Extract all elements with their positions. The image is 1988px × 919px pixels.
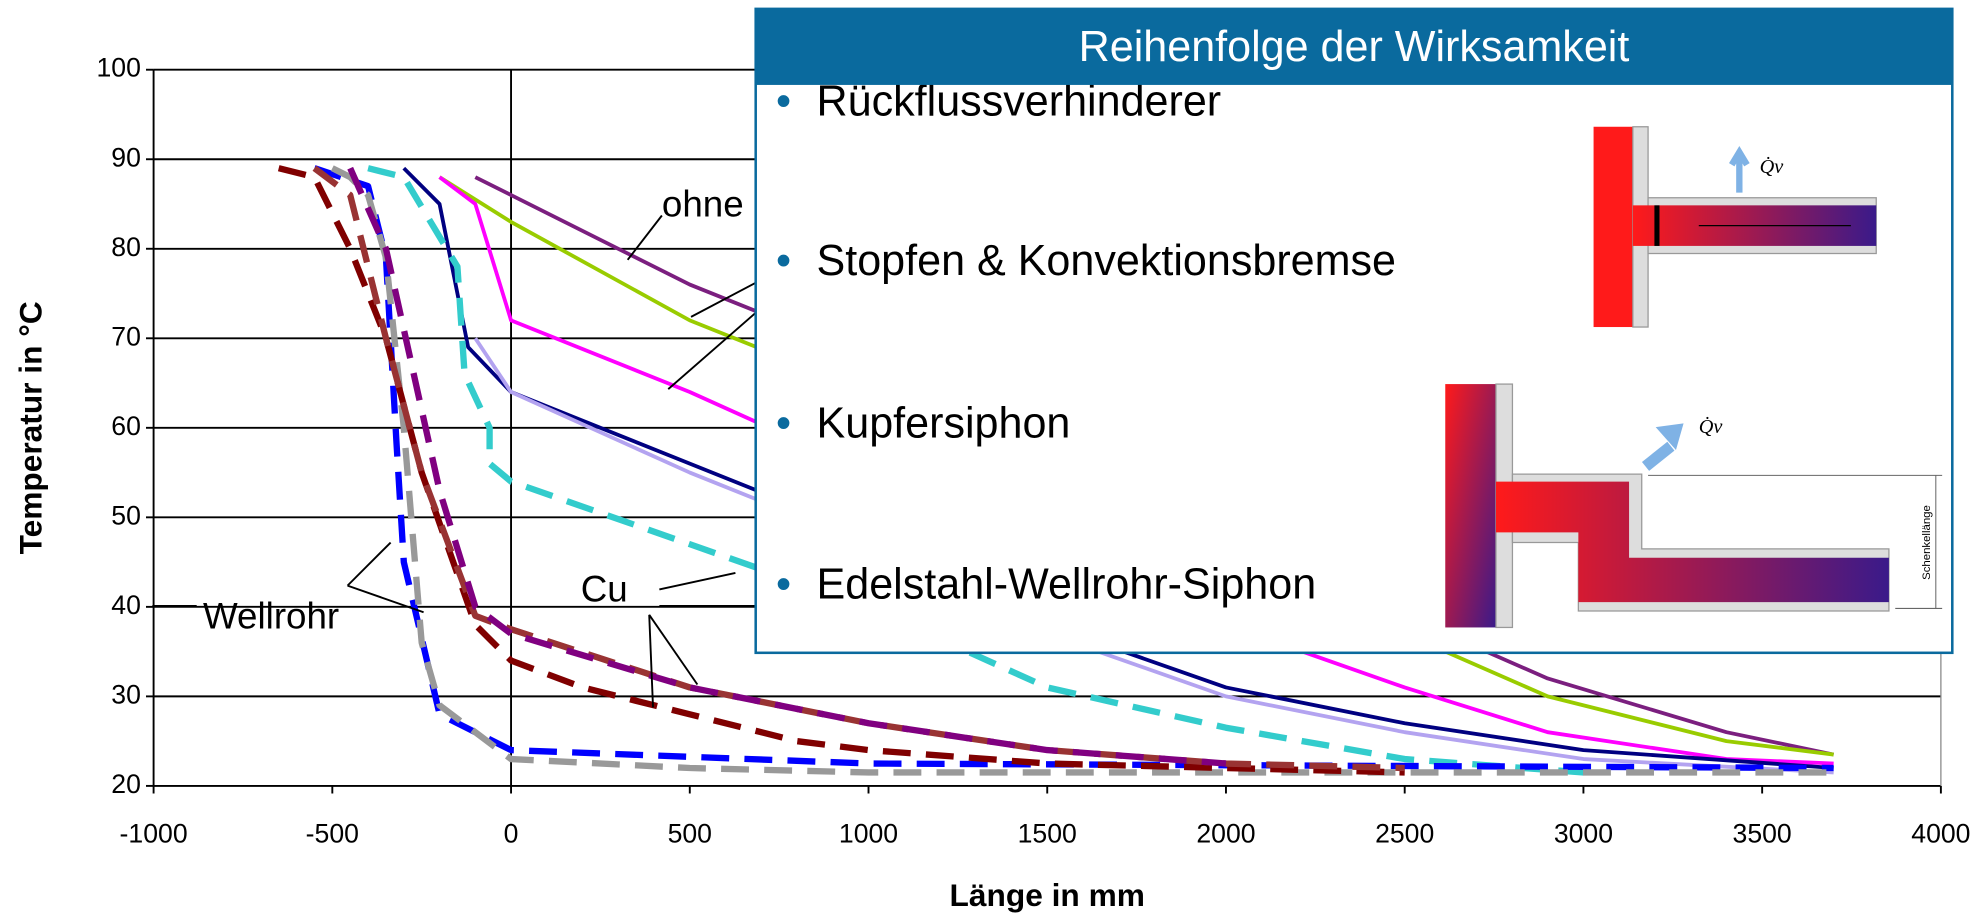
- y-tick-label: 50: [111, 500, 141, 530]
- diagram-label: Q̇v: [1699, 415, 1723, 438]
- leader: [667, 309, 759, 390]
- bullet: •: [776, 237, 791, 285]
- y-tick-label: 60: [111, 411, 141, 441]
- diagram-label: Q̇v: [1760, 155, 1784, 178]
- diagram-plug: Q̇v: [1593, 126, 1877, 328]
- x-tick-label: 0: [504, 818, 519, 848]
- leader: [626, 214, 663, 261]
- series-line: [367, 165, 1584, 776]
- y-axis-title: Temperatur in °C: [13, 301, 49, 554]
- x-tick-label: 1500: [1018, 818, 1077, 848]
- bullet-text: Rückflussverhinderer: [817, 77, 1222, 125]
- annotation: Wellrohr: [203, 595, 339, 636]
- pipe: [1495, 481, 1889, 603]
- series-line: [330, 165, 1834, 776]
- series-line: [313, 165, 1834, 772]
- x-tick-label: 500: [668, 818, 712, 848]
- x-tick-label: 3500: [1733, 818, 1792, 848]
- series-line: [312, 165, 1405, 772]
- y-tick-label: 30: [111, 679, 141, 709]
- x-tick-label: 3000: [1554, 818, 1613, 848]
- annotations: ohne Cu Wellrohr: [152, 183, 759, 708]
- plug: [1654, 205, 1660, 246]
- series-line: [277, 165, 1405, 776]
- x-axis-title: Länge in mm: [950, 877, 1145, 913]
- plot: 20 30 40 50 60 70 80 90 100 -1000 -500 0 500 1000 1500…: [13, 53, 1971, 913]
- y-tick-label: 20: [111, 769, 141, 799]
- leader: [659, 572, 736, 591]
- leader: [648, 614, 654, 708]
- riser: [1593, 126, 1633, 328]
- x-tick-label: 2500: [1375, 818, 1434, 848]
- bullet: •: [776, 560, 791, 608]
- overlay: • Rückflussverhinderer Reihenfolge der W…: [754, 7, 1954, 655]
- series-line: [347, 166, 1227, 767]
- y-tick-label: 90: [111, 142, 141, 172]
- bullet: •: [776, 77, 791, 125]
- leader: [346, 541, 392, 587]
- leader: [648, 614, 699, 686]
- overlay-header: [755, 8, 1953, 85]
- annotation: Cu: [581, 569, 628, 610]
- heat-arrow: [1729, 145, 1750, 193]
- x-tick-label: 1000: [839, 818, 898, 848]
- diagram-label: Schenkellänge: [1921, 505, 1933, 580]
- heat-arrow: [1641, 441, 1675, 471]
- x-tick-label: -1000: [120, 818, 188, 848]
- y-tick-label: 40: [111, 590, 141, 620]
- overlay-title: Reihenfolge der Wirksamkeit: [1079, 23, 1630, 71]
- diagram-siphon: Q̇v Schenkellänge: [1445, 383, 1943, 629]
- bullet: •: [776, 399, 791, 447]
- x-tick-label: 2000: [1196, 818, 1255, 848]
- bullet-text: Edelstahl-Wellrohr-Siphon: [817, 560, 1317, 608]
- leader: [690, 280, 759, 318]
- bullet-text: Stopfen & Konvektionsbremse: [817, 237, 1396, 285]
- y-tick-label: 100: [97, 53, 141, 83]
- bullet-text: Kupfersiphon: [817, 399, 1071, 447]
- x-tick-label: 4000: [1911, 818, 1970, 848]
- y-tick-label: 80: [111, 232, 141, 262]
- y-tick-label: 70: [111, 321, 141, 351]
- riser: [1445, 384, 1496, 628]
- x-tick-label: -500: [306, 818, 359, 848]
- leader: [347, 584, 424, 614]
- overlay-panel: [754, 7, 1954, 655]
- heat-arrow: [1655, 423, 1684, 450]
- annotation: ohne: [662, 183, 744, 224]
